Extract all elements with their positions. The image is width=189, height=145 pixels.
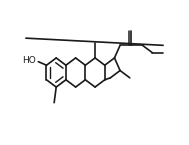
Text: HO: HO — [22, 56, 36, 65]
